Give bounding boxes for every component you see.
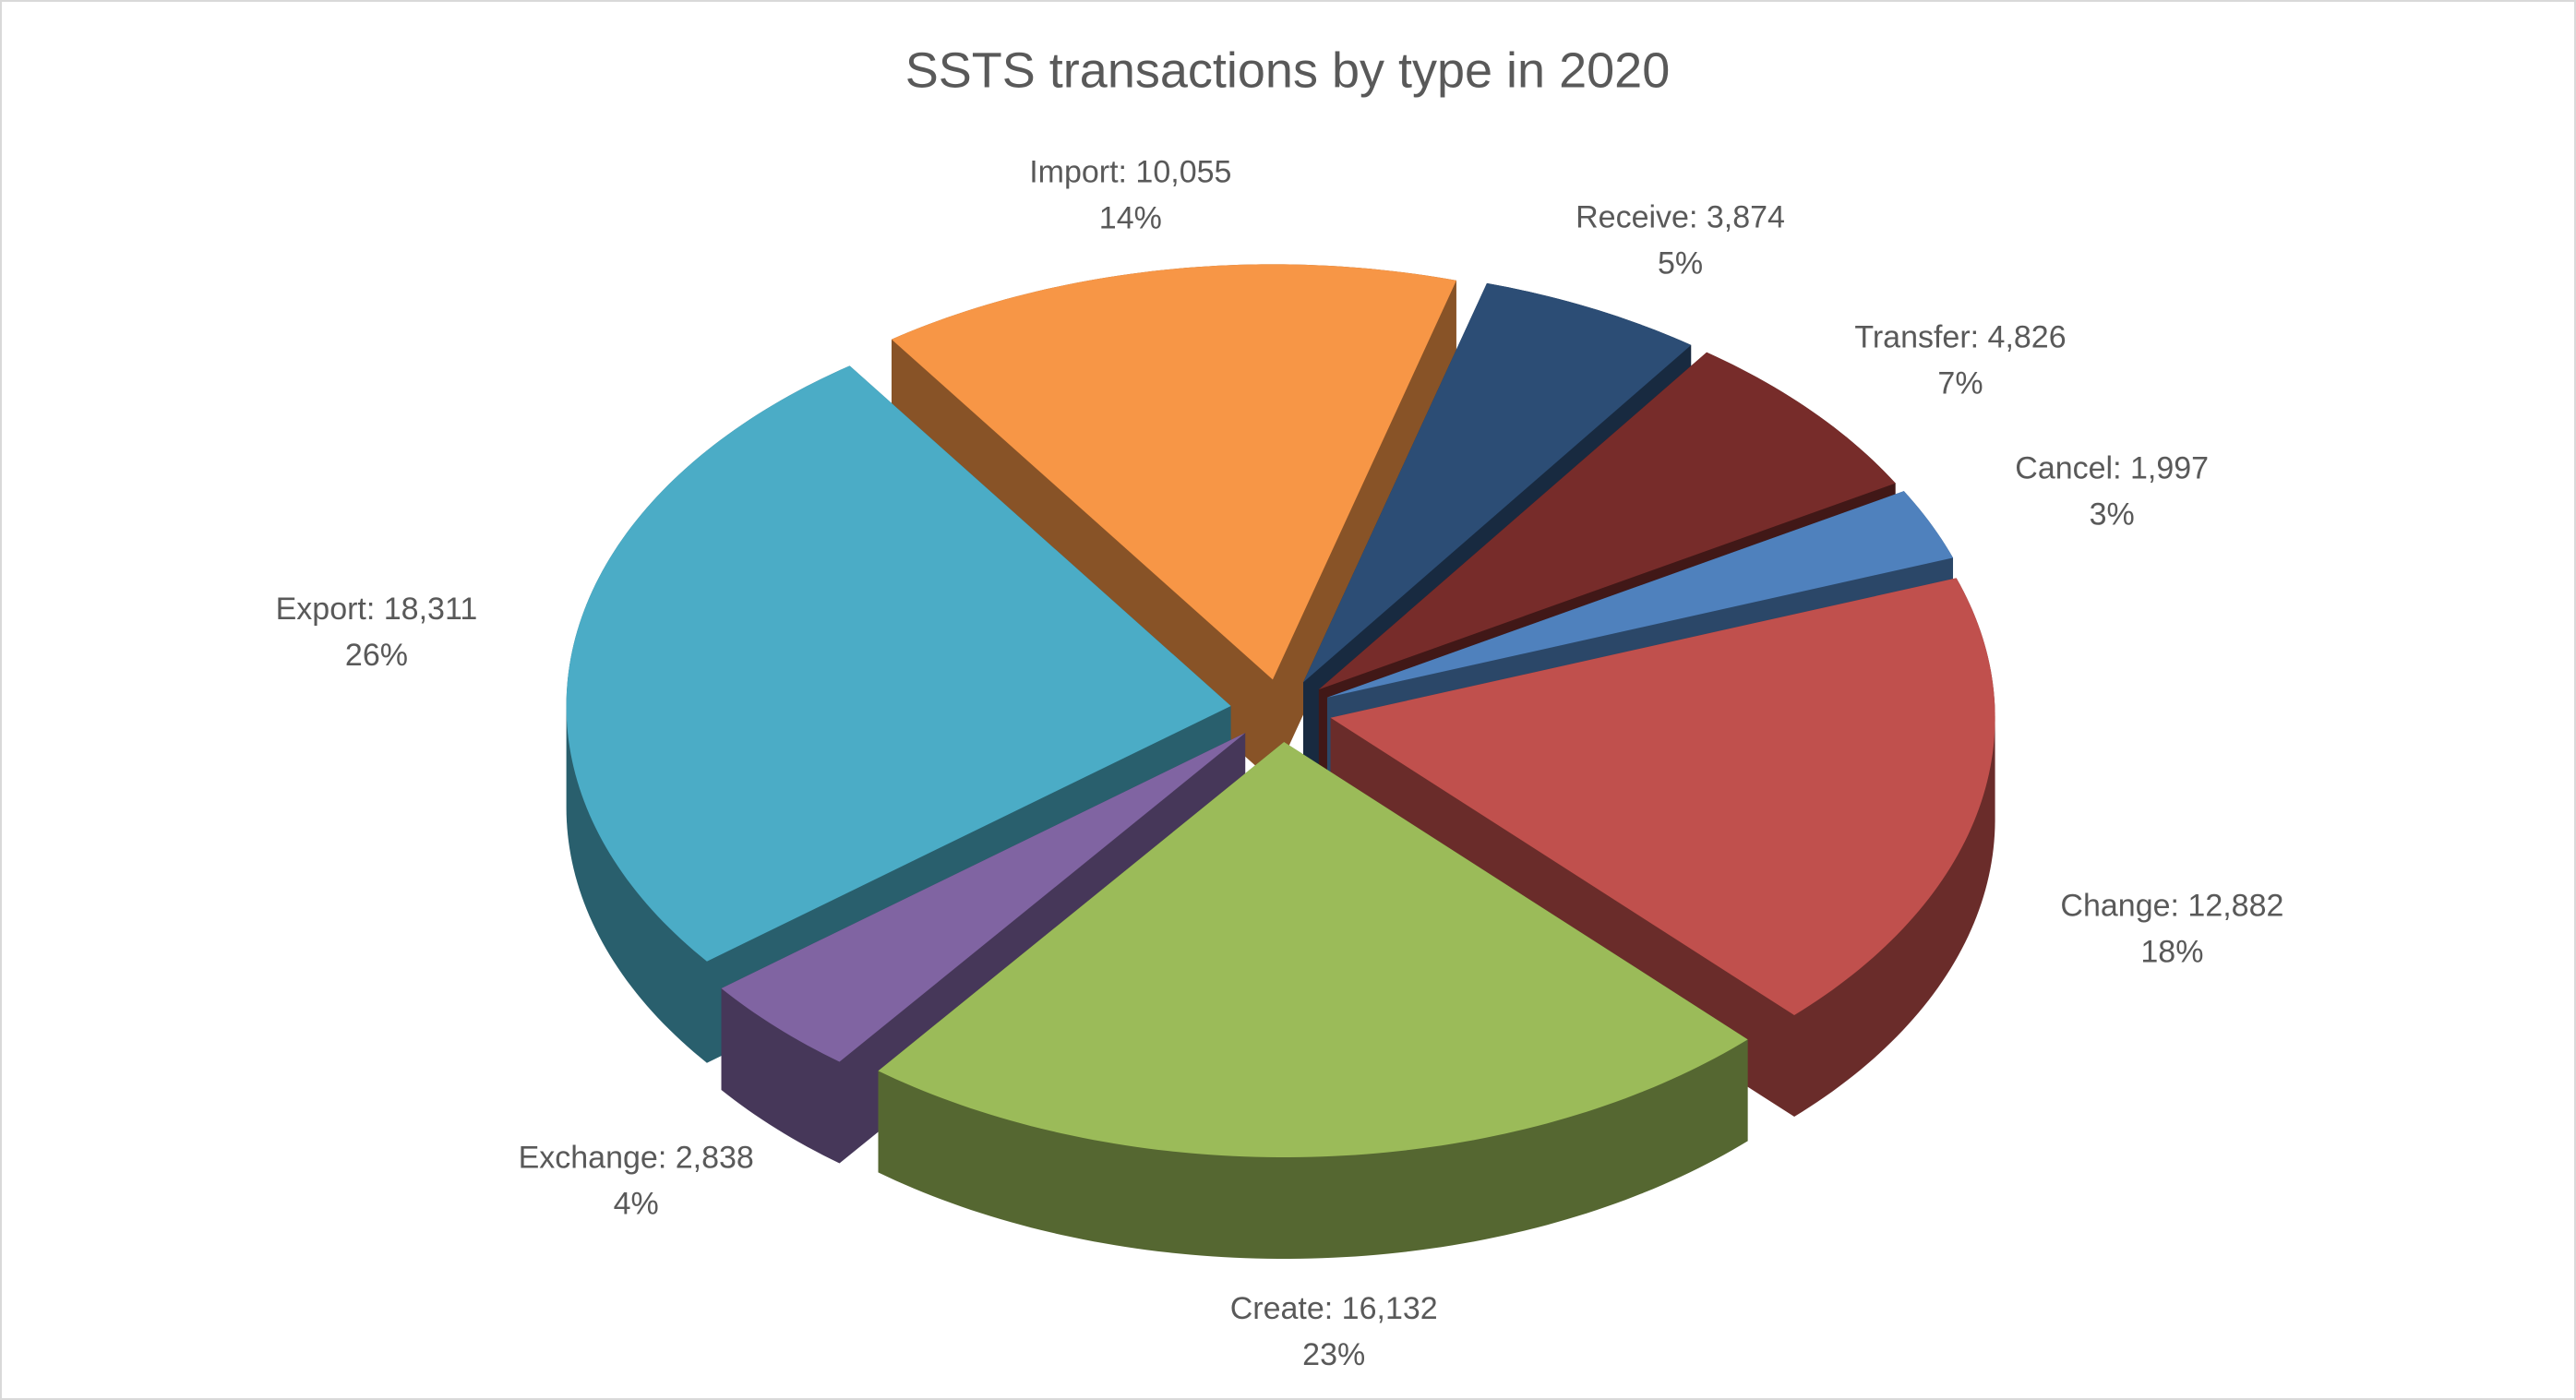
slice — [878, 742, 1748, 1158]
data-label: Change: 12,882 — [2060, 889, 2283, 924]
data-label: Cancel: 1,997 — [2015, 451, 2209, 486]
data-label: Export: 18,311 — [276, 592, 478, 627]
slice — [891, 264, 1456, 680]
data-label: Transfer: 4,826 — [1854, 320, 2066, 355]
pie — [566, 264, 1995, 1260]
slice — [1330, 578, 1995, 1015]
slice — [1303, 282, 1692, 683]
slice — [1318, 352, 1896, 690]
data-label: Import: 10,055 — [1029, 155, 1231, 190]
slice — [1326, 491, 1954, 698]
percent-label: 14% — [1099, 201, 1162, 236]
percent-label: 4% — [614, 1187, 659, 1222]
slice — [721, 733, 1246, 1062]
percent-label: 18% — [2140, 935, 2203, 970]
slice-side — [721, 733, 1246, 1164]
percent-label: 3% — [2090, 497, 2135, 532]
data-label: Create: 16,132 — [1230, 1291, 1438, 1326]
percent-label: 23% — [1302, 1337, 1365, 1372]
data-label: Exchange: 2,838 — [519, 1141, 754, 1176]
slice — [566, 365, 1231, 962]
chart-title: SSTS transactions by type in 2020 — [905, 42, 1670, 98]
percent-label: 26% — [345, 638, 408, 673]
data-label: Receive: 3,874 — [1576, 200, 1785, 235]
percent-label: 7% — [1937, 366, 1983, 401]
labels: Import: 10,055 14% Receive: 3,874 5% Transfe… — [276, 155, 2284, 1373]
percent-label: 5% — [1658, 246, 1703, 281]
